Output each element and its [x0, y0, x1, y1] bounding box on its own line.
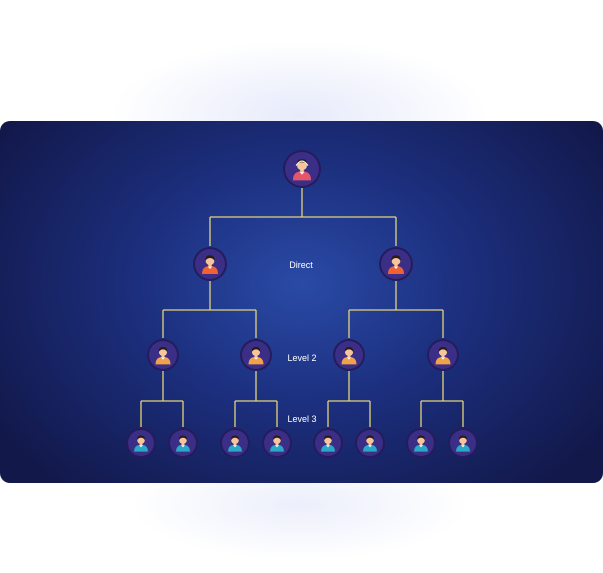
level3-node — [262, 428, 292, 458]
connector-direct-right — [349, 281, 443, 338]
org-chart-panel: Direct Level 2 Level 3 — [0, 121, 603, 483]
level3-node — [126, 428, 156, 458]
level3-node — [355, 428, 385, 458]
connector-top-to-direct — [210, 188, 396, 246]
level3-node — [220, 428, 250, 458]
connector-level2-1 — [141, 371, 183, 427]
level3-node — [168, 428, 198, 458]
top-node — [283, 150, 321, 188]
direct-node — [379, 247, 413, 281]
level-label-level3: Level 3 — [287, 414, 316, 424]
level3-node — [406, 428, 436, 458]
level-label-direct: Direct — [289, 260, 313, 270]
connector-direct-left — [163, 281, 256, 338]
org-chart: Direct Level 2 Level 3 — [0, 121, 603, 483]
level2-node — [427, 339, 459, 371]
level-label-level2: Level 2 — [287, 353, 316, 363]
connector-level2-3 — [328, 371, 370, 427]
connector-level2-4 — [421, 371, 463, 427]
level2-node — [333, 339, 365, 371]
level2-node — [147, 339, 179, 371]
direct-node — [193, 247, 227, 281]
connector-level2-2 — [235, 371, 277, 427]
level3-node — [313, 428, 343, 458]
connectors — [141, 188, 463, 427]
level2-node — [240, 339, 272, 371]
level3-node — [448, 428, 478, 458]
